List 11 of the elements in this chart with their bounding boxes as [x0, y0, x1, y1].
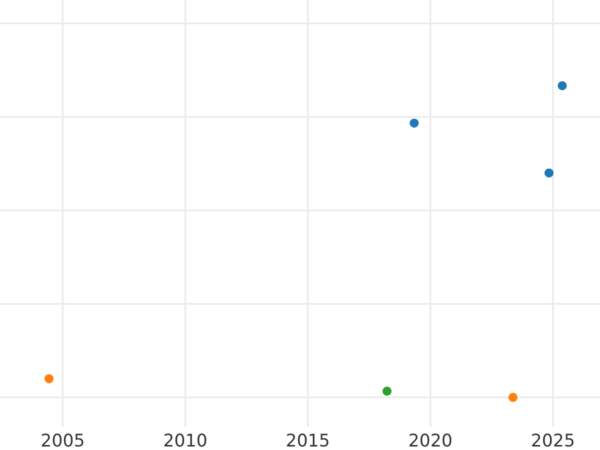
x-tick-label: 2020: [410, 434, 452, 447]
x-tick-label: 2005: [42, 434, 84, 447]
point: [508, 392, 518, 402]
point: [382, 386, 392, 396]
x-tick-label: 2010: [164, 434, 206, 447]
point: [44, 374, 54, 384]
x-tick-label: 2025: [532, 434, 574, 447]
point: [544, 168, 554, 178]
point: [410, 118, 419, 128]
x-tick-label: 2015: [287, 434, 328, 447]
point: [558, 81, 567, 90]
